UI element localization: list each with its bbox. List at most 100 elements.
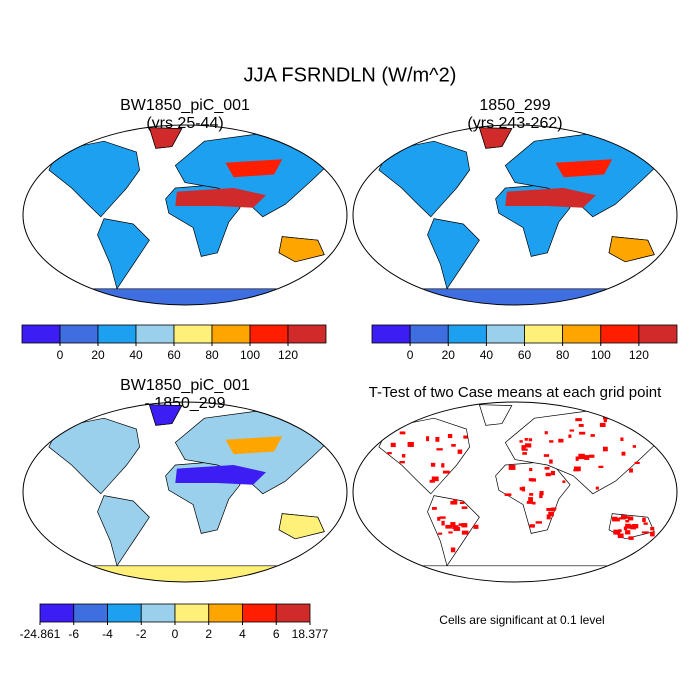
significant-cell — [439, 516, 446, 519]
significant-cell — [437, 532, 443, 535]
colorbar-tick-label: 40 — [129, 348, 143, 362]
significant-cell — [442, 470, 450, 474]
colorbar-tick-label: 100 — [240, 348, 260, 362]
significant-cell — [450, 522, 456, 527]
colorbar-box — [275, 603, 311, 623]
significant-cell — [529, 524, 535, 528]
significant-cell — [519, 440, 523, 443]
land — [97, 218, 150, 290]
significant-cell — [448, 531, 453, 534]
colorbar-tick-label: -4 — [102, 627, 113, 641]
significant-cell — [568, 434, 572, 438]
significant-cell — [528, 438, 533, 442]
significant-cell — [650, 531, 655, 537]
significant-cell — [628, 536, 633, 540]
map-border — [22, 124, 348, 306]
significant-cell — [447, 433, 453, 439]
land — [427, 495, 480, 567]
significant-cell — [426, 436, 430, 442]
land — [48, 417, 140, 495]
significant-cell — [457, 449, 463, 454]
significant-cell — [552, 508, 556, 512]
colorbar-box — [485, 324, 525, 344]
significant-cell — [399, 431, 406, 435]
significant-cell — [549, 440, 554, 443]
significant-cell — [579, 431, 586, 435]
colorbar-box — [21, 324, 61, 344]
map — [23, 404, 347, 582]
colorbar-box — [562, 324, 602, 344]
colorbar-tick-label: 0 — [407, 348, 414, 362]
map-border — [352, 401, 678, 583]
significant-cell — [539, 490, 544, 496]
panel-title: BW1850_piC_001 — [120, 97, 250, 114]
colorbar-tick-label: 4 — [239, 627, 246, 641]
significant-cell — [621, 451, 626, 456]
land — [378, 417, 470, 495]
land-shade — [505, 188, 596, 208]
significant-cell — [545, 472, 551, 477]
significant-cell — [459, 501, 465, 504]
significant-cell — [588, 454, 595, 458]
significant-cell — [569, 429, 575, 432]
colorbar-tick-label: 60 — [167, 348, 181, 362]
colorbar-tick-label: 120 — [278, 348, 298, 362]
significant-cell — [546, 507, 554, 511]
significant-cell — [532, 501, 536, 505]
significant-cell — [431, 507, 437, 510]
colorbar-box — [97, 324, 137, 344]
note: Cells are significant at 0.1 level — [439, 613, 604, 627]
significant-cell — [546, 514, 551, 520]
map-border — [22, 401, 348, 583]
land-shade — [278, 513, 325, 540]
colorbar-box — [600, 324, 640, 344]
map — [23, 127, 347, 305]
significant-cell — [620, 437, 624, 441]
significant-cell — [529, 493, 534, 496]
significant-cell — [524, 443, 532, 448]
land-shade — [278, 236, 325, 263]
significant-cell — [450, 500, 458, 505]
land-shade — [23, 565, 347, 582]
significant-cell — [451, 443, 456, 447]
land-shade — [148, 404, 183, 426]
significant-cell — [519, 487, 524, 491]
significant-cell — [458, 523, 465, 526]
colorbar-box — [249, 324, 289, 344]
significant-cell — [627, 516, 634, 521]
colorbar-box — [211, 324, 251, 344]
colorbar-box — [173, 324, 213, 344]
significant-cell — [562, 480, 566, 483]
significant-cell — [550, 470, 556, 476]
significant-cell — [642, 517, 646, 523]
colorbar-box — [59, 324, 99, 344]
colorbar-box — [208, 603, 243, 623]
colorbar-box — [73, 603, 108, 623]
land-shade — [478, 127, 513, 149]
land-shade — [175, 188, 266, 208]
significant-cell — [521, 445, 526, 450]
significant-cell — [548, 511, 554, 517]
map — [353, 127, 677, 305]
colorbar-box — [409, 324, 449, 344]
map-border — [352, 124, 678, 306]
significant-cell — [599, 422, 606, 427]
colorbar-tick-label: 40 — [480, 348, 494, 362]
significant-cell — [463, 435, 468, 439]
figure-title: JJA FSRNDLN (W/m^2) — [244, 64, 457, 86]
significant-cell — [429, 479, 435, 483]
significant-cell — [602, 446, 608, 452]
significant-cell — [641, 531, 649, 534]
colorbar-box — [39, 603, 75, 623]
significant-cell — [617, 533, 624, 539]
colorbar-box — [524, 324, 564, 344]
significant-cell — [461, 506, 468, 509]
significant-cell — [431, 476, 439, 482]
significant-cell — [578, 453, 585, 458]
significant-cell — [624, 516, 631, 519]
colorbar-tick-label: 20 — [442, 348, 456, 362]
significant-cell — [453, 526, 461, 531]
land — [353, 565, 677, 582]
significant-cell — [436, 448, 443, 451]
significant-cell — [535, 521, 542, 524]
